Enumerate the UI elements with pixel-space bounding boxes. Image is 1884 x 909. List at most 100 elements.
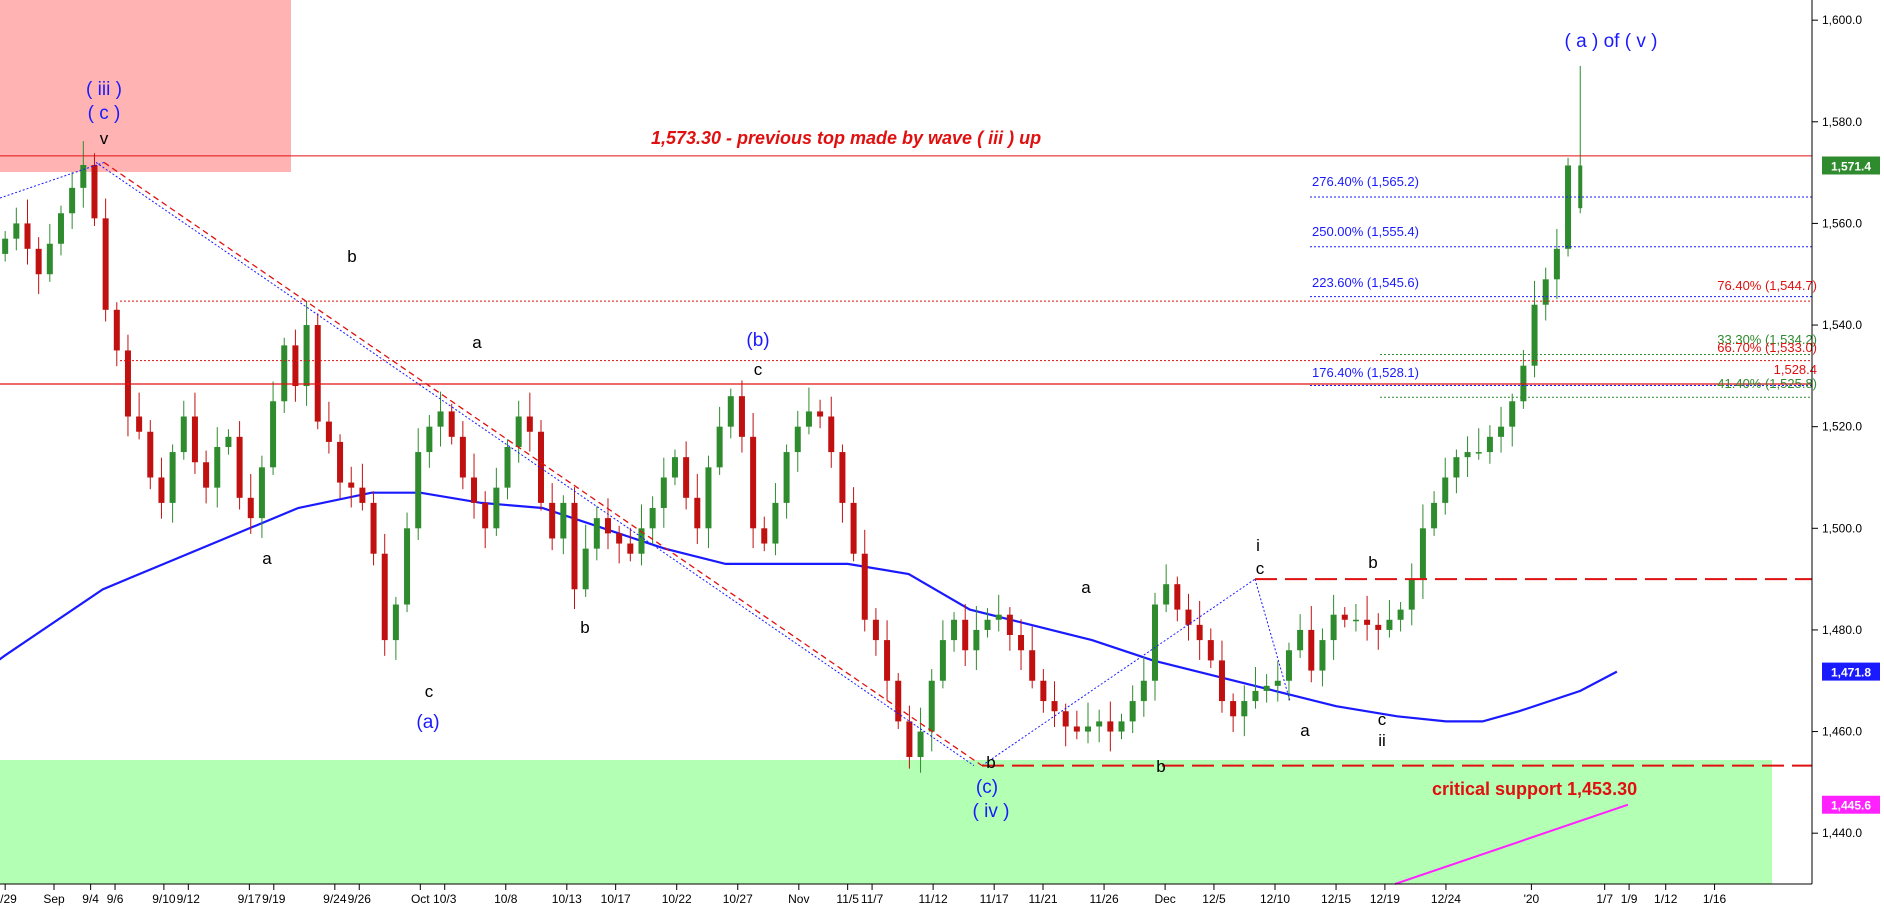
candle-body: [671, 457, 678, 478]
wave-label-a2: a: [472, 333, 482, 352]
candle-body: [1330, 614, 1337, 641]
candle-body: [180, 416, 187, 453]
candle-body: [660, 477, 667, 508]
candle-body: [750, 436, 757, 529]
candle-body: [1207, 640, 1214, 661]
candle-body: [727, 396, 734, 427]
candle-body: [1241, 701, 1248, 717]
candle-body: [1085, 726, 1092, 732]
level-lines: [0, 155, 1812, 767]
candle-body: [1129, 701, 1136, 722]
candle-body: [772, 502, 779, 544]
candle-body: [1308, 629, 1315, 671]
candle-body: [415, 452, 422, 529]
x-tick-label: 9/12: [177, 892, 201, 906]
candle-body: [917, 731, 924, 757]
fib-76-label: 76.40% (1,544.7): [1717, 278, 1817, 293]
candle-body: [1542, 279, 1549, 305]
candle-body: [1062, 711, 1069, 727]
candle-body: [1341, 614, 1348, 620]
candle-body: [392, 604, 399, 641]
x-tick-label: 9/17: [238, 892, 262, 906]
fib-1528-label: 1,528.4: [1774, 362, 1817, 377]
candle-body: [951, 619, 958, 641]
wave-b-label: (b): [746, 330, 769, 351]
fib-66-label: 66.70% (1,533.0): [1717, 340, 1817, 355]
candle-body: [80, 164, 87, 188]
candle-body: [1375, 624, 1382, 630]
candle-body: [482, 502, 489, 529]
candle-body: [817, 411, 824, 417]
candle-body: [973, 629, 980, 651]
candle-body: [805, 411, 812, 427]
candle-body: [247, 497, 254, 519]
candle-body: [225, 436, 232, 447]
x-tick-label: 12/15: [1321, 892, 1351, 906]
candle-body: [504, 447, 511, 488]
candle-body: [638, 528, 645, 554]
candle-body: [1096, 721, 1103, 727]
moving-average-line: [0, 491, 1618, 723]
price-badge-label: 1,445.6: [1831, 799, 1871, 813]
channel-line: [1254, 578, 1291, 702]
y-tick-label: 1,500.0: [1822, 521, 1862, 535]
candle-body: [1475, 452, 1482, 454]
candle-body: [24, 223, 31, 249]
candle-body: [136, 416, 143, 432]
candle-body: [604, 518, 611, 534]
candle-body: [1531, 304, 1538, 366]
candle-body: [1297, 629, 1304, 651]
y-tick-label: 1,480.0: [1822, 623, 1862, 637]
candle-body: [348, 482, 355, 488]
candle-body: [1498, 426, 1505, 437]
candle-body: [884, 640, 891, 681]
wave-label-v: v: [100, 129, 109, 148]
x-tick-label: 9/19: [262, 892, 286, 906]
fib-176-label: 176.40% (1,528.1): [1312, 365, 1419, 380]
candle-body: [1073, 726, 1080, 732]
candle-body: [426, 426, 433, 453]
candle-body: [705, 467, 712, 529]
candle-body: [1107, 721, 1114, 732]
price-badge: [1822, 795, 1880, 814]
wave-label-c1: c: [425, 682, 434, 701]
candle-body: [593, 518, 600, 549]
candle-body: [437, 411, 444, 427]
candle-body: [1509, 401, 1516, 427]
candle-body: [1419, 528, 1426, 580]
candle-body: [471, 477, 478, 503]
candle-body: [1319, 640, 1326, 671]
candle-body: [1185, 609, 1192, 625]
candle-body: [1163, 584, 1170, 605]
candle-body: [236, 436, 243, 498]
y-tick-label: 1,580.0: [1822, 115, 1862, 129]
x-tick-label: 12/10: [1260, 892, 1290, 906]
candle-body: [1553, 248, 1560, 280]
candle-body: [616, 533, 623, 544]
magenta-trend-line: [1394, 803, 1629, 885]
candle-body: [147, 431, 154, 478]
price-badge: [1822, 662, 1880, 681]
candle-body: [102, 218, 109, 310]
fib-276-label: 276.40% (1,565.2): [1312, 174, 1419, 189]
y-tick-label: 1,560.0: [1822, 216, 1862, 230]
candle-body: [258, 467, 265, 519]
wave-iv-label: ( iv ): [973, 801, 1010, 822]
candle-body: [861, 553, 868, 620]
candle-body: [191, 416, 198, 463]
wave-label-c3: c: [1256, 559, 1265, 578]
downtrend-line: [103, 161, 983, 767]
support-zone: [0, 760, 1772, 884]
candle-body: [928, 680, 935, 732]
candle-body: [203, 462, 210, 488]
candle-body: [1263, 685, 1270, 691]
price-badge: [1822, 156, 1880, 175]
candle-body: [1051, 701, 1058, 712]
candle-body: [783, 452, 790, 503]
candle-body: [292, 345, 299, 387]
candle-body: [169, 452, 176, 503]
candle-body: [337, 441, 344, 483]
candle-body: [69, 187, 76, 214]
wave-c-upper-label: ( c ): [88, 103, 121, 124]
candle-body: [895, 680, 902, 722]
